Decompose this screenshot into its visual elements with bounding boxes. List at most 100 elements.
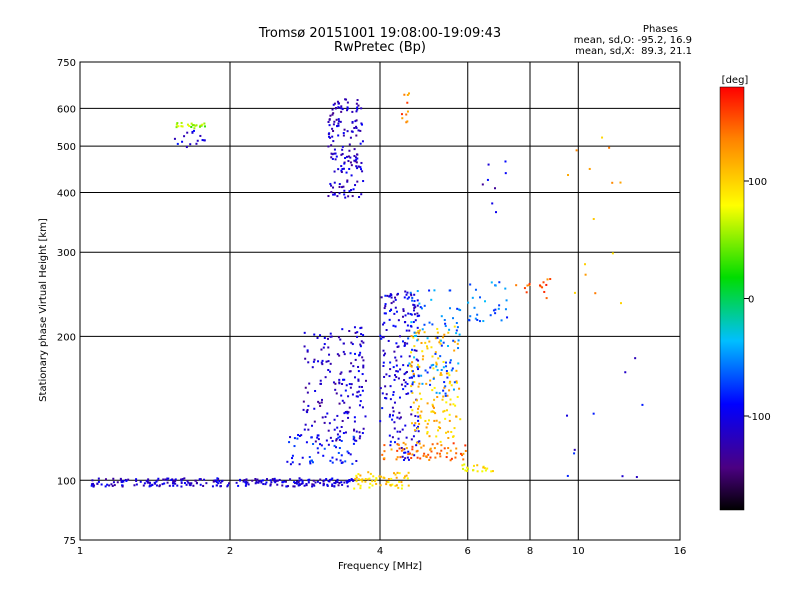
- data-point: [453, 381, 456, 384]
- data-point: [398, 411, 401, 414]
- data-point: [437, 426, 440, 429]
- phase-stats-x-mode: mean, sd,X: 89.3, 21.1: [575, 46, 692, 57]
- data-point: [331, 477, 334, 480]
- data-point: [419, 457, 422, 460]
- data-point: [321, 359, 324, 362]
- data-point: [260, 479, 263, 482]
- data-point: [440, 449, 443, 452]
- data-point: [343, 412, 346, 415]
- data-point: [408, 376, 411, 379]
- data-point: [338, 438, 341, 441]
- data-point: [221, 479, 224, 482]
- data-point: [338, 381, 341, 384]
- data-point: [355, 161, 358, 164]
- data-point: [364, 379, 367, 382]
- data-point: [432, 406, 435, 409]
- data-point: [396, 443, 399, 446]
- data-point: [127, 478, 130, 481]
- data-point: [526, 284, 529, 287]
- x-tick-label: 2: [227, 546, 233, 557]
- data-point: [420, 398, 423, 401]
- data-point: [412, 321, 415, 324]
- phase-stats-o-mode: mean, sd,O: -95.2, 16.9: [573, 35, 692, 46]
- data-point: [412, 401, 415, 404]
- data-point: [304, 357, 307, 360]
- data-point: [413, 304, 416, 307]
- data-point: [455, 329, 458, 332]
- data-point: [133, 484, 136, 487]
- data-point: [457, 308, 460, 311]
- data-point: [466, 466, 469, 469]
- data-point: [494, 312, 497, 315]
- data-point: [444, 392, 447, 395]
- data-point: [258, 480, 261, 483]
- data-point: [422, 355, 425, 358]
- data-point: [293, 437, 296, 440]
- data-point: [410, 376, 413, 379]
- data-point: [411, 381, 414, 384]
- data-point: [331, 484, 334, 487]
- data-point: [448, 328, 451, 331]
- data-point: [296, 437, 299, 440]
- data-points: [90, 92, 644, 490]
- data-point: [338, 481, 341, 484]
- data-point: [341, 186, 344, 189]
- data-point: [355, 480, 358, 483]
- data-point: [400, 446, 403, 449]
- data-point: [452, 435, 455, 438]
- data-point: [409, 292, 412, 295]
- data-point: [354, 376, 357, 379]
- data-point: [326, 483, 329, 486]
- data-point: [402, 388, 405, 391]
- data-point: [304, 386, 307, 389]
- data-point: [425, 426, 428, 429]
- data-point: [205, 482, 208, 485]
- data-point: [353, 326, 356, 329]
- data-point: [340, 454, 343, 457]
- data-point: [447, 331, 450, 334]
- data-point: [433, 447, 436, 450]
- data-point: [199, 134, 202, 137]
- data-point: [287, 485, 290, 488]
- data-point: [408, 452, 411, 455]
- data-point: [528, 283, 531, 286]
- data-point: [372, 475, 375, 478]
- data-point: [388, 434, 391, 437]
- data-point: [431, 443, 434, 446]
- data-point: [327, 480, 330, 483]
- data-point: [455, 447, 458, 450]
- data-point: [474, 317, 477, 320]
- data-point: [386, 294, 389, 297]
- data-point: [416, 427, 419, 430]
- data-point: [402, 340, 405, 343]
- data-point: [426, 402, 429, 405]
- data-point: [436, 442, 439, 445]
- data-point: [108, 484, 111, 487]
- data-point: [411, 383, 414, 386]
- data-point: [455, 380, 458, 383]
- data-point: [291, 457, 294, 460]
- data-point: [423, 304, 426, 307]
- data-point: [541, 286, 544, 289]
- data-point: [306, 391, 309, 394]
- data-point: [439, 440, 442, 443]
- data-point: [202, 484, 205, 487]
- data-point: [323, 336, 326, 339]
- data-point: [427, 419, 430, 422]
- data-point: [417, 415, 420, 418]
- data-point: [412, 435, 415, 438]
- data-point: [435, 435, 438, 438]
- data-point: [426, 337, 429, 340]
- data-point: [408, 329, 411, 332]
- data-point: [319, 482, 322, 485]
- data-point: [339, 430, 342, 433]
- data-point: [447, 436, 450, 439]
- data-point: [389, 398, 392, 401]
- y-tick-label: 500: [57, 142, 76, 153]
- data-point: [445, 401, 448, 404]
- data-point: [228, 482, 231, 485]
- data-point: [624, 371, 627, 374]
- data-point: [335, 446, 338, 449]
- data-point: [394, 296, 397, 299]
- data-point: [389, 440, 392, 443]
